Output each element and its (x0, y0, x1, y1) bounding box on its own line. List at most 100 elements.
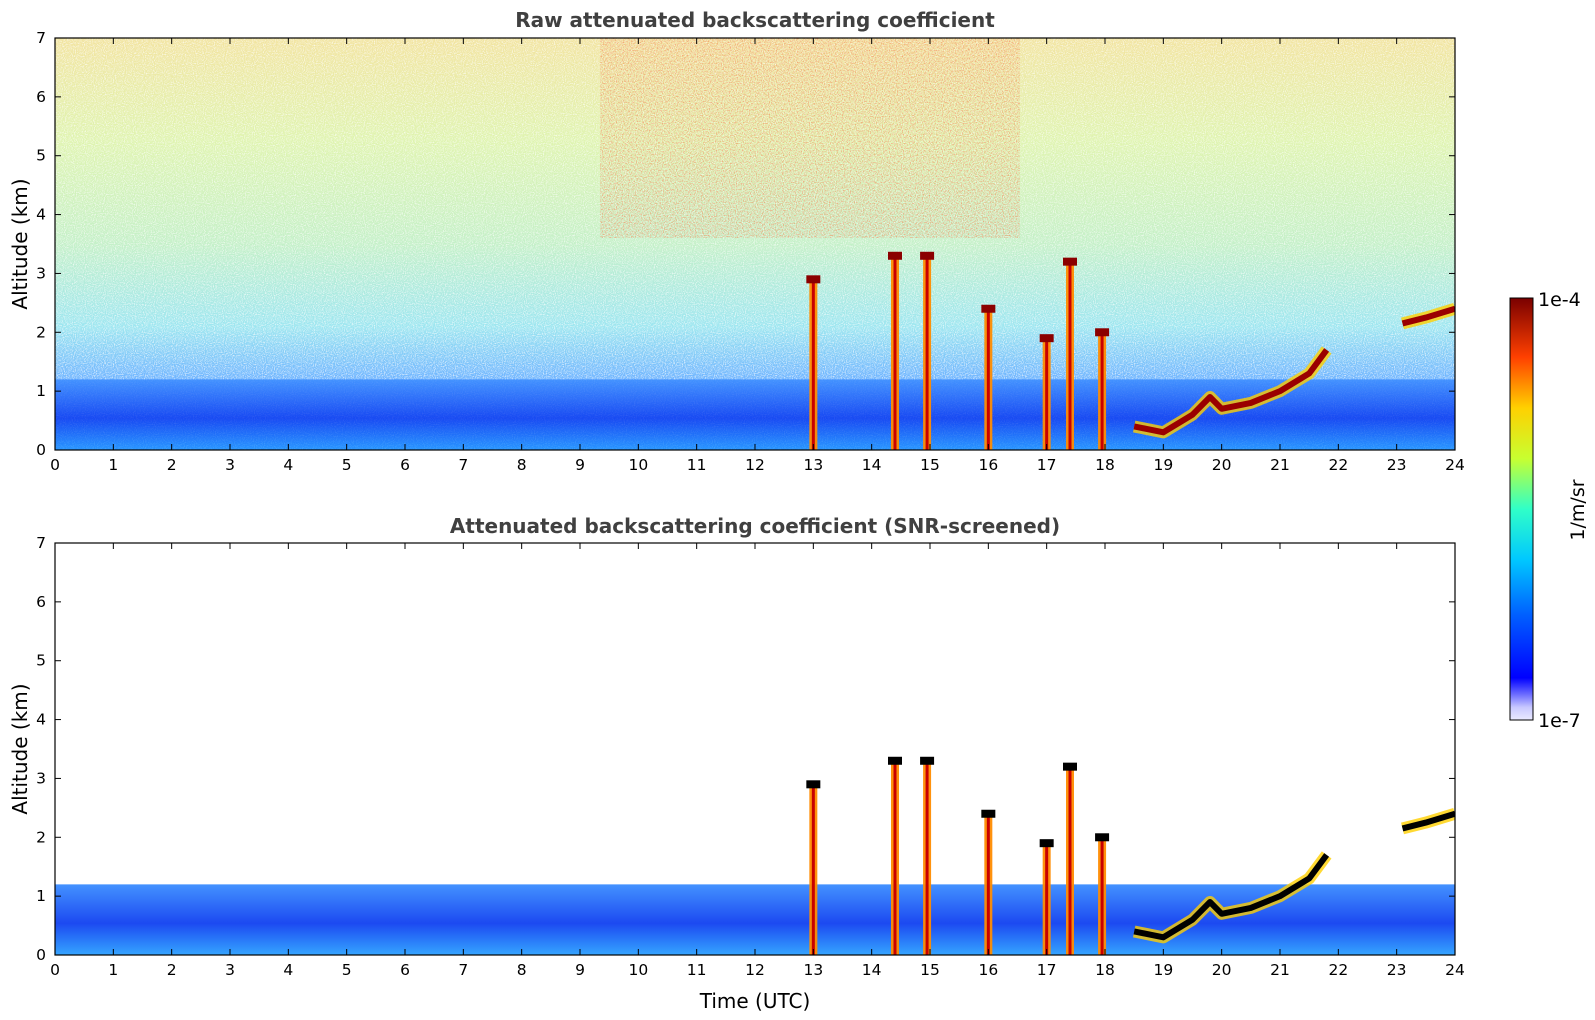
y-tick-label: 6 (36, 593, 46, 611)
raw-noise-speckle-warm (600, 38, 1020, 238)
cloud-column-core (811, 279, 815, 450)
y-tick-label: 3 (36, 264, 46, 282)
cloud-column-core (986, 813, 990, 955)
x-tick-label: 21 (1270, 456, 1290, 474)
x-tick-label: 1 (108, 456, 118, 474)
x-axis-label: Time (UTC) (699, 989, 811, 1013)
x-tick-label: 21 (1270, 961, 1290, 979)
x-tick-label: 23 (1387, 456, 1407, 474)
x-tick-label: 2 (167, 961, 177, 979)
raw-y-ticks: 0 1 2 3 4 5 6 7 (36, 29, 1455, 459)
x-tick-label: 19 (1153, 456, 1173, 474)
boundary-layer (55, 379, 1455, 450)
x-tick-label: 0 (50, 961, 60, 979)
y-tick-label: 1 (36, 382, 46, 400)
x-tick-label: 11 (687, 456, 707, 474)
cloud-top (1063, 257, 1077, 266)
screened-x-ticks: 0 1 2 3 4 5 6 7 8 9 10 11 12 13 14 15 16 17 18 19 20 21 22 23 24 (50, 543, 1465, 979)
cloud-column-core (1045, 843, 1049, 955)
x-tick-label: 9 (575, 961, 585, 979)
y-tick-label: 7 (36, 534, 46, 552)
cloud-top (888, 251, 902, 260)
x-tick-label: 6 (400, 961, 410, 979)
x-tick-label: 12 (745, 961, 765, 979)
cloud-top (1063, 762, 1077, 771)
x-tick-label: 23 (1387, 961, 1407, 979)
x-tick-label: 17 (1037, 456, 1057, 474)
x-tick-label: 16 (978, 456, 998, 474)
x-tick-label: 16 (978, 961, 998, 979)
x-tick-label: 18 (1095, 961, 1115, 979)
raw-y-axis-label: Altitude (km) (8, 178, 32, 309)
cloud-top (1039, 334, 1054, 343)
y-tick-label: 4 (36, 206, 46, 224)
y-tick-label: 5 (36, 147, 46, 165)
cloud-top (1095, 328, 1110, 337)
y-tick-label: 5 (36, 652, 46, 670)
colorbar: 1e-4 1e-7 1/m/sr (1509, 289, 1589, 732)
cloud-top (806, 780, 821, 789)
cloud-column-core (1068, 766, 1072, 955)
cloud-top (981, 304, 996, 313)
x-tick-label: 9 (575, 456, 585, 474)
x-tick-label: 22 (1328, 961, 1348, 979)
cloud-column-core (893, 255, 897, 450)
cloud-top (981, 809, 996, 818)
cloud-column-core (1100, 332, 1104, 450)
x-tick-label: 11 (687, 961, 707, 979)
cloud-layer (1133, 348, 1330, 436)
x-tick-label: 18 (1095, 456, 1115, 474)
colorbar-max-label: 1e-4 (1538, 289, 1581, 311)
y-tick-label: 0 (36, 441, 46, 459)
x-tick-label: 13 (803, 961, 823, 979)
raw-backscatter-panel: Raw attenuated backscattering coefficien… (8, 8, 1465, 474)
x-tick-label: 8 (517, 456, 527, 474)
cloud-column-core (1100, 837, 1104, 955)
x-tick-label: 5 (342, 961, 352, 979)
cloud-column-core (925, 255, 929, 450)
cloud-column-core (925, 760, 929, 955)
raw-heatmap (55, 38, 1455, 450)
cloud-column-core (1045, 338, 1049, 450)
y-tick-label: 6 (36, 88, 46, 106)
colorbar-unit-label: 1/m/sr (1567, 479, 1589, 540)
screened-backscatter-panel: Attenuated backscattering coefficient (S… (8, 514, 1465, 1013)
x-tick-label: 6 (400, 456, 410, 474)
x-tick-label: 13 (803, 456, 823, 474)
y-tick-label: 4 (36, 711, 46, 729)
x-tick-label: 24 (1445, 961, 1465, 979)
x-tick-label: 14 (862, 456, 882, 474)
screened-features (55, 756, 1455, 955)
x-tick-label: 20 (1212, 961, 1232, 979)
x-tick-label: 0 (50, 456, 60, 474)
screened-heatmap (55, 543, 1455, 955)
x-tick-label: 8 (517, 961, 527, 979)
x-tick-label: 15 (920, 961, 940, 979)
x-tick-label: 7 (458, 961, 468, 979)
x-tick-label: 12 (745, 456, 765, 474)
x-tick-label: 1 (108, 961, 118, 979)
y-tick-label: 7 (36, 29, 46, 47)
cloud-layer (1401, 810, 1455, 832)
colorbar-gradient (1509, 297, 1534, 721)
y-tick-label: 0 (36, 946, 46, 964)
y-tick-label: 3 (36, 769, 46, 787)
cloud-top (920, 756, 935, 765)
x-tick-label: 19 (1153, 961, 1173, 979)
cloud-column-core (1068, 261, 1072, 450)
x-tick-label: 10 (628, 961, 648, 979)
x-tick-label: 4 (283, 961, 293, 979)
x-tick-label: 17 (1037, 961, 1057, 979)
boundary-layer (55, 884, 1455, 955)
x-tick-label: 2 (167, 456, 177, 474)
cloud-column-core (986, 308, 990, 450)
x-tick-label: 10 (628, 456, 648, 474)
cloud-top (888, 756, 902, 765)
raw-x-ticks: 0 1 2 3 4 5 6 7 8 9 10 11 12 13 14 15 16 17 18 19 20 21 22 23 24 (50, 38, 1465, 474)
x-tick-label: 15 (920, 456, 940, 474)
raw-features (55, 251, 1455, 450)
raw-panel-title: Raw attenuated backscattering coefficien… (515, 8, 995, 32)
cloud-column-core (811, 784, 815, 955)
x-tick-label: 24 (1445, 456, 1465, 474)
